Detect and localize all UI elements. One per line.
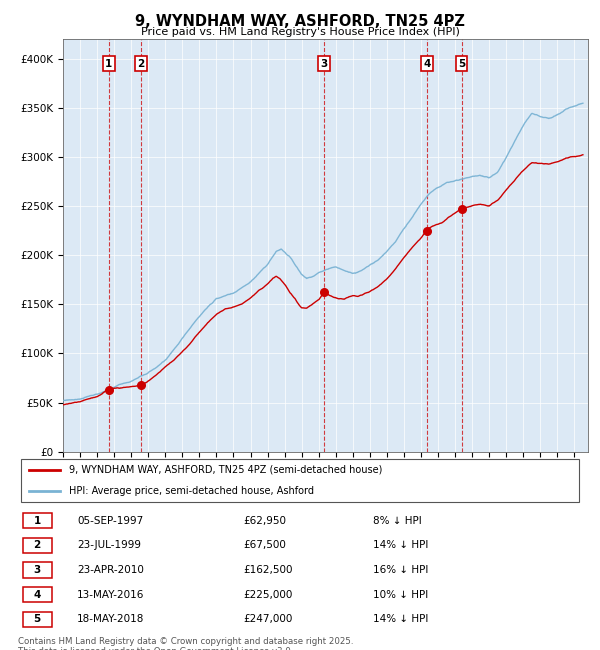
Text: 8% ↓ HPI: 8% ↓ HPI bbox=[373, 515, 422, 526]
Text: 1: 1 bbox=[34, 515, 41, 526]
Text: 3: 3 bbox=[34, 565, 41, 575]
Text: 10% ↓ HPI: 10% ↓ HPI bbox=[373, 590, 428, 600]
Text: £162,500: £162,500 bbox=[244, 565, 293, 575]
Text: 2: 2 bbox=[137, 58, 145, 68]
Text: 9, WYNDHAM WAY, ASHFORD, TN25 4PZ: 9, WYNDHAM WAY, ASHFORD, TN25 4PZ bbox=[135, 14, 465, 29]
Text: 2: 2 bbox=[34, 540, 41, 551]
Text: 05-SEP-1997: 05-SEP-1997 bbox=[77, 515, 143, 526]
FancyBboxPatch shape bbox=[23, 538, 52, 553]
Text: 4: 4 bbox=[424, 58, 431, 68]
Text: 14% ↓ HPI: 14% ↓ HPI bbox=[373, 614, 428, 625]
FancyBboxPatch shape bbox=[21, 459, 579, 502]
Text: 5: 5 bbox=[458, 58, 465, 68]
Text: 1: 1 bbox=[105, 58, 112, 68]
Text: HPI: Average price, semi-detached house, Ashford: HPI: Average price, semi-detached house,… bbox=[69, 486, 314, 496]
Text: £225,000: £225,000 bbox=[244, 590, 293, 600]
Text: Price paid vs. HM Land Registry's House Price Index (HPI): Price paid vs. HM Land Registry's House … bbox=[140, 27, 460, 37]
Text: 23-JUL-1999: 23-JUL-1999 bbox=[77, 540, 141, 551]
Text: 18-MAY-2018: 18-MAY-2018 bbox=[77, 614, 145, 625]
Text: 13-MAY-2016: 13-MAY-2016 bbox=[77, 590, 145, 600]
Text: 3: 3 bbox=[320, 58, 328, 68]
Text: £62,950: £62,950 bbox=[244, 515, 287, 526]
Text: 16% ↓ HPI: 16% ↓ HPI bbox=[373, 565, 428, 575]
Text: 23-APR-2010: 23-APR-2010 bbox=[77, 565, 144, 575]
Text: 14% ↓ HPI: 14% ↓ HPI bbox=[373, 540, 428, 551]
FancyBboxPatch shape bbox=[23, 562, 52, 578]
FancyBboxPatch shape bbox=[23, 587, 52, 603]
Text: 5: 5 bbox=[34, 614, 41, 625]
Text: Contains HM Land Registry data © Crown copyright and database right 2025.
This d: Contains HM Land Registry data © Crown c… bbox=[18, 637, 353, 650]
Text: £67,500: £67,500 bbox=[244, 540, 286, 551]
Text: £247,000: £247,000 bbox=[244, 614, 293, 625]
Text: 9, WYNDHAM WAY, ASHFORD, TN25 4PZ (semi-detached house): 9, WYNDHAM WAY, ASHFORD, TN25 4PZ (semi-… bbox=[69, 465, 382, 474]
Text: 4: 4 bbox=[34, 590, 41, 600]
FancyBboxPatch shape bbox=[23, 612, 52, 627]
FancyBboxPatch shape bbox=[23, 513, 52, 528]
